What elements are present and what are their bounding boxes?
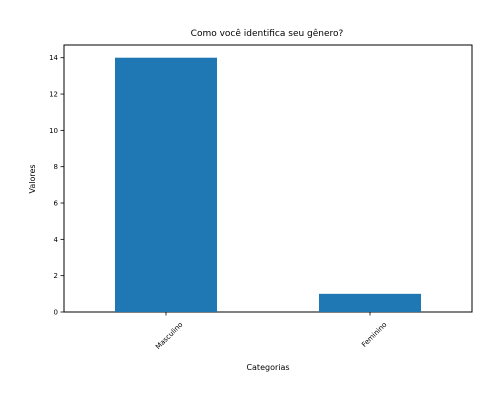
x-axis: Masculino Feminino [154,312,388,351]
y-tick-label: 12 [49,91,58,99]
y-tick-label: 8 [54,163,58,171]
y-tick-label: 10 [49,127,58,135]
y-tick-label: 2 [54,272,58,280]
y-tick-label: 0 [54,309,58,317]
y-tick-label: 14 [49,54,58,62]
bar-feminino [319,294,421,312]
y-tick-label: 6 [54,200,59,208]
x-tick-label: Masculino [154,321,184,351]
x-axis-label: Categorias [246,363,289,372]
x-tick-label: Feminino [360,321,388,349]
chart-title: Como você identifica seu gênero? [191,28,344,39]
y-tick-label: 4 [54,236,59,244]
bar-masculino [115,58,217,312]
y-axis-label: Valores [28,164,37,193]
y-axis: 0 2 4 6 8 10 12 14 [49,54,64,316]
